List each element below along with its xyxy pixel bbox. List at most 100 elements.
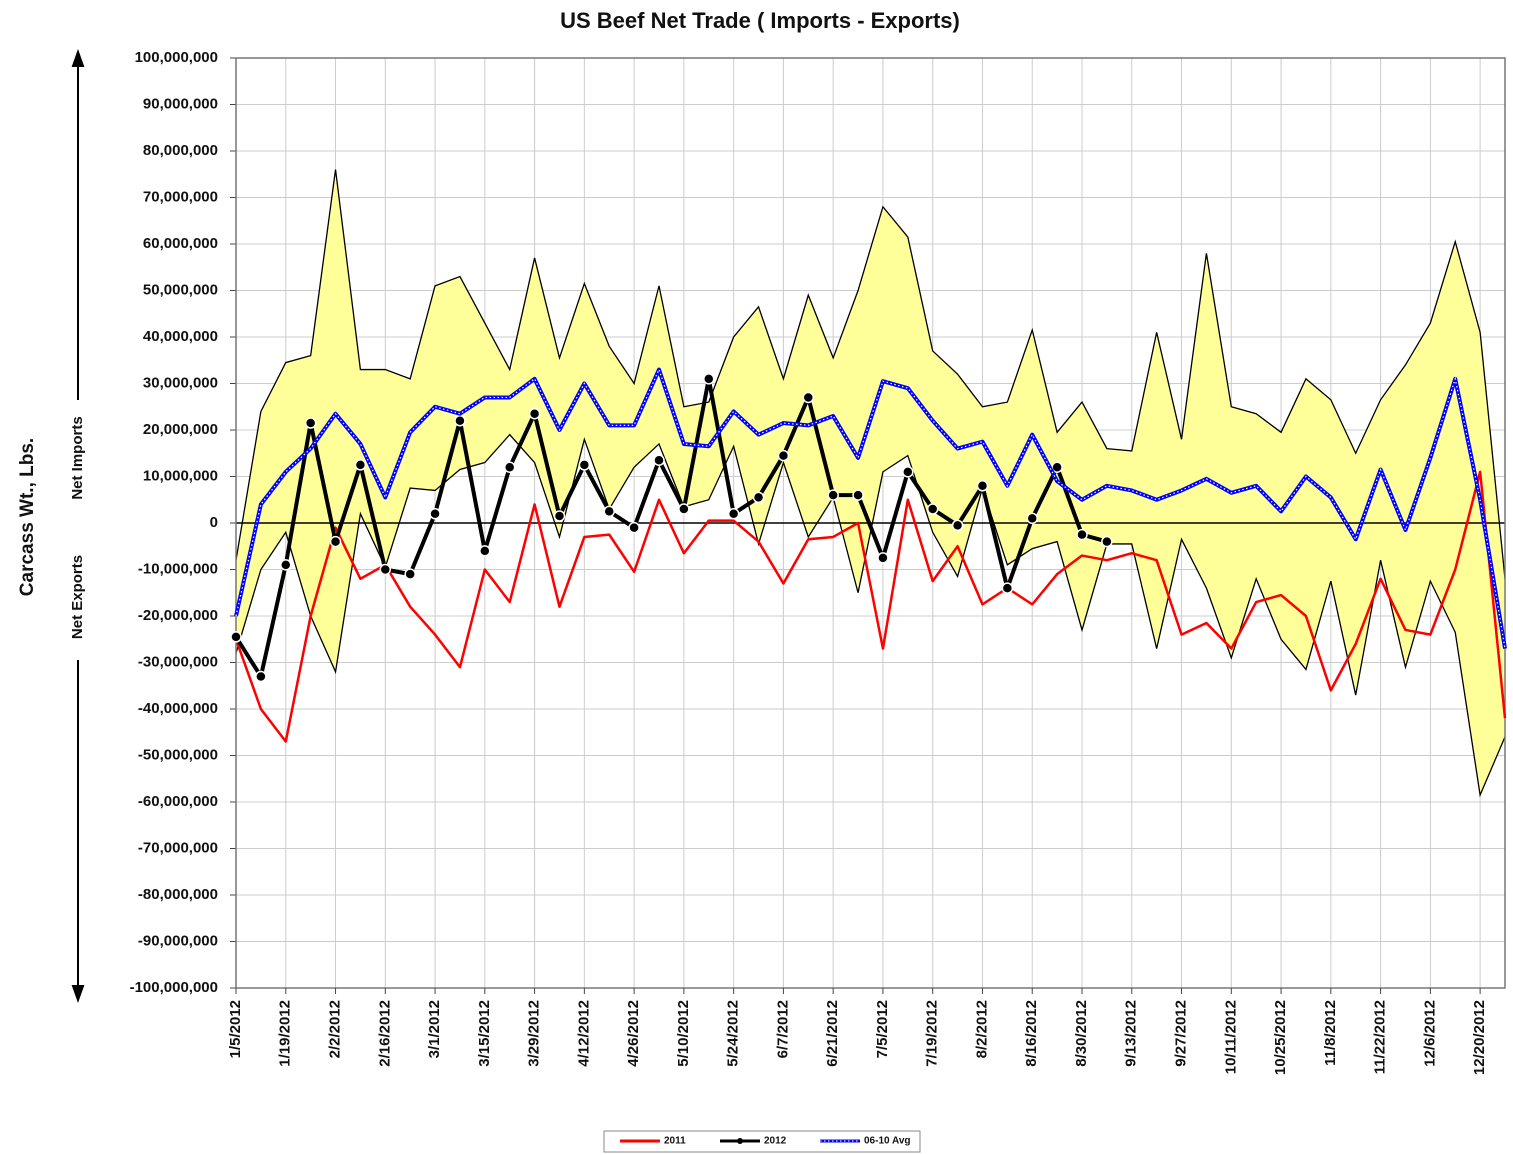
annotation: Net Exports [69, 555, 86, 639]
band-upper [235, 169, 1506, 579]
y-tick-label: 70,000,000 [143, 188, 218, 205]
series-marker [280, 559, 292, 571]
series-marker [329, 535, 342, 548]
series-marker [503, 461, 516, 473]
series-marker [553, 510, 566, 522]
annotation: Net Imports [69, 416, 86, 499]
series-marker [1076, 528, 1088, 541]
series-marker [603, 505, 615, 518]
x-tick-label: 2/16/2012 [376, 1000, 393, 1067]
x-tick-label: 9/27/2012 [1172, 1000, 1189, 1067]
y-tick-label: -70,000,000 [138, 839, 218, 856]
x-tick-label: 11/22/2012 [1372, 1000, 1389, 1074]
y-axis-label: Carcass Wt., Lbs. [17, 438, 38, 596]
series-marker [404, 568, 416, 580]
series-marker [379, 563, 392, 576]
series-marker [304, 417, 317, 429]
series-marker [454, 414, 466, 427]
x-tick-label: 8/2/2012 [973, 1000, 990, 1058]
x-tick-label: 4/12/2012 [575, 1000, 592, 1067]
y-tick-label: 0 [210, 514, 218, 531]
y-tick-label: 30,000,000 [143, 374, 218, 391]
series-marker [926, 503, 939, 515]
y-tick-label: -20,000,000 [138, 607, 218, 624]
series-marker [777, 449, 790, 462]
series-marker [852, 489, 864, 501]
x-tick-label: 5/24/2012 [725, 1000, 742, 1067]
x-tick-label: 6/7/2012 [774, 1000, 791, 1058]
series-marker [827, 489, 839, 501]
series-marker [951, 519, 964, 532]
series-line [234, 376, 1108, 679]
series-marker [802, 391, 815, 404]
series-marker [653, 454, 665, 466]
x-tick-label: 3/29/2012 [526, 1000, 543, 1067]
x-tick-label: 5/10/2012 [675, 1000, 692, 1067]
legend-label: 06-10 Avg [864, 1136, 911, 1147]
y-tick-label: -100,000,000 [130, 979, 218, 996]
y-tick-label: 10,000,000 [143, 467, 218, 484]
legend-box [603, 1130, 921, 1153]
y-tick-label: 20,000,000 [143, 421, 218, 438]
series-marker [1026, 512, 1038, 525]
series-marker [230, 631, 242, 643]
series-marker [703, 373, 715, 385]
series-marker [578, 459, 591, 471]
x-tick-label: 4/26/2012 [625, 1000, 642, 1067]
x-tick-label: 7/5/2012 [874, 1000, 891, 1058]
plot-frame [235, 57, 1506, 989]
x-tick-label: 11/8/2012 [1322, 1000, 1339, 1066]
series-marker [354, 459, 367, 471]
x-tick-label: 1/5/2012 [227, 1000, 244, 1058]
x-tick-label: 8/16/2012 [1023, 1000, 1040, 1067]
series-marker [528, 407, 541, 420]
legend-label: 2011 [664, 1136, 686, 1147]
axis-arrows [71, 49, 85, 1003]
x-tick-label: 3/15/2012 [476, 1000, 493, 1067]
x-tick-label: 6/21/2012 [824, 1000, 841, 1067]
x-tick-label: 8/30/2012 [1073, 1000, 1090, 1067]
series-marker [255, 670, 267, 683]
series-marker [727, 507, 740, 520]
series-marker [429, 507, 441, 520]
x-tick-label: 12/6/2012 [1421, 1000, 1438, 1067]
y-tick-label: -10,000,000 [138, 560, 218, 577]
series-marker [628, 521, 640, 534]
legend-label: 2012 [764, 1136, 787, 1147]
x-tick-label: 1/19/2012 [277, 1000, 294, 1067]
x-tick-label: 10/25/2012 [1272, 1000, 1289, 1075]
series-marker [976, 480, 989, 492]
y-tick-label: 100,000,000 [135, 49, 218, 66]
y-tick-label: -40,000,000 [138, 700, 218, 717]
y-tick-label: 50,000,000 [143, 281, 218, 298]
y-tick-label: -50,000,000 [138, 746, 218, 763]
y-tick-label: -30,000,000 [138, 653, 218, 670]
x-tick-label: 2/2/2012 [326, 1000, 343, 1058]
y-tick-label: 40,000,000 [143, 328, 218, 345]
x-tick-label: 10/11/2012 [1222, 1000, 1239, 1074]
y-tick-label: -60,000,000 [138, 793, 218, 810]
series-marker [752, 491, 765, 504]
y-tick-label: 60,000,000 [143, 235, 218, 252]
series-marker [1001, 582, 1014, 594]
series-line [234, 470, 1507, 743]
y-tick-label: 90,000,000 [143, 95, 218, 112]
y-tick-label: -80,000,000 [138, 886, 218, 903]
series-marker [902, 466, 914, 478]
series-marker [678, 503, 690, 515]
band-lower [235, 433, 1506, 798]
legend-marker [737, 1138, 743, 1144]
chart-title: US Beef Net Trade ( Imports - Exports) [560, 8, 960, 33]
series-marker [1101, 535, 1113, 548]
x-tick-label: 3/1/2012 [426, 1000, 443, 1058]
x-tick-label: 7/19/2012 [924, 1000, 941, 1067]
series-marker [479, 545, 491, 557]
y-tick-label: -90,000,000 [138, 932, 218, 949]
series-line-dots [235, 367, 1506, 649]
range-band [236, 169, 1505, 796]
x-tick-label: 9/13/2012 [1123, 1000, 1140, 1067]
series-marker [877, 552, 889, 564]
x-tick-label: 12/20/2012 [1471, 1000, 1488, 1075]
y-tick-label: 80,000,000 [143, 142, 218, 159]
